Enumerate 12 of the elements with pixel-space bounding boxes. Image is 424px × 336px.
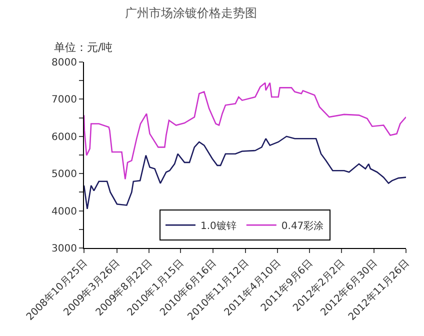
y-tick-label: 6000 (52, 132, 77, 143)
legend-label: 0.47彩涂 (281, 220, 324, 232)
chart-title: 广州市场涂镀价格走势图 (124, 6, 257, 20)
y-tick-label: 5000 (52, 169, 77, 180)
legend-label: 1.0镀锌 (200, 220, 236, 232)
line-series (84, 136, 406, 210)
line-series (84, 82, 406, 180)
y-tick-label: 8000 (52, 58, 77, 68)
y-tick-label: 7000 (52, 94, 77, 106)
y-axis-title: 单位：元/吨 (54, 41, 113, 54)
y-tick-label: 3000 (52, 244, 77, 254)
y-tick-label: 4000 (52, 206, 77, 218)
